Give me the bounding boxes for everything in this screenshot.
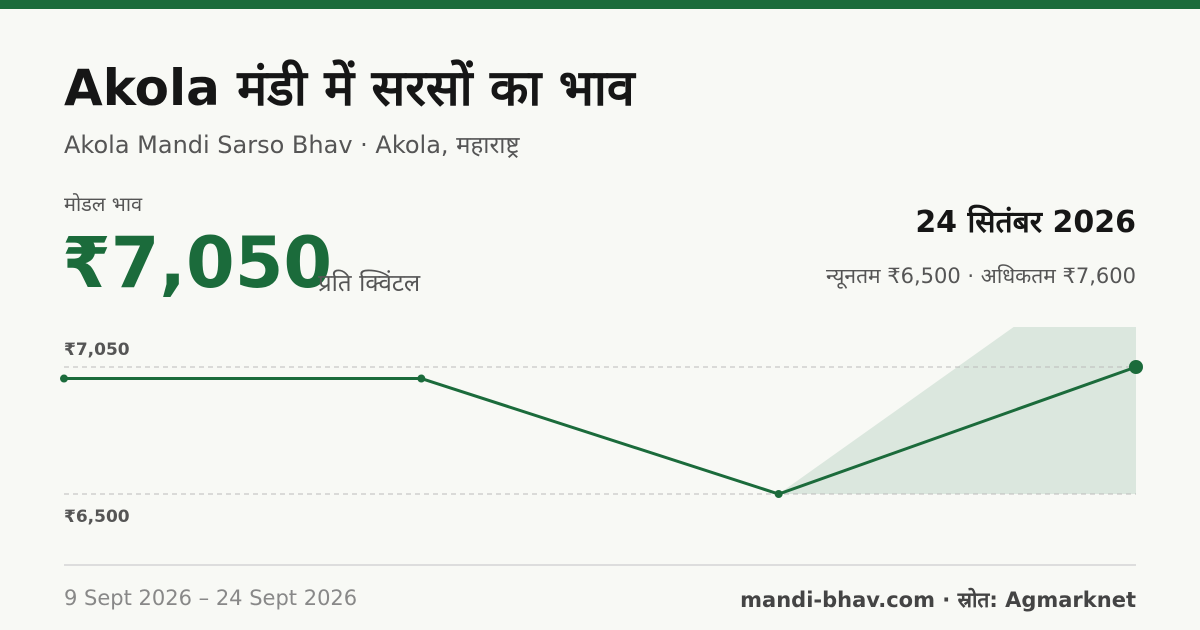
price-value: ₹7,050 — [62, 222, 333, 304]
point — [60, 374, 68, 383]
price-range: न्यूनतम ₹6,500 · अधिकतम ₹7,600 — [826, 264, 1136, 288]
line — [64, 365, 1137, 496]
point — [417, 374, 426, 383]
price-label: मोडल भाव — [64, 192, 143, 216]
footer-source: mandi-bhav.com · स्रोत: Agmarknet — [740, 588, 1136, 612]
price-unit: प्रति क्विंटल — [318, 269, 421, 297]
point — [774, 490, 783, 498]
footer-period: 9 Sept 2026 – 24 Sept 2026 — [64, 586, 358, 610]
subtitle: Akola Mandi Sarso Bhav · Akola, महाराष्ट… — [64, 131, 520, 159]
title: Akola मंडी में सरसों का भाव — [64, 59, 635, 117]
y-tick-label: ₹7,050 — [64, 340, 130, 360]
point — [1129, 360, 1143, 374]
price-date: 24 सितंबर 2026 — [915, 205, 1136, 240]
y-tick-label: ₹6,500 — [64, 507, 130, 527]
range-band — [778, 327, 1136, 494]
top-bar — [0, 0, 1200, 9]
